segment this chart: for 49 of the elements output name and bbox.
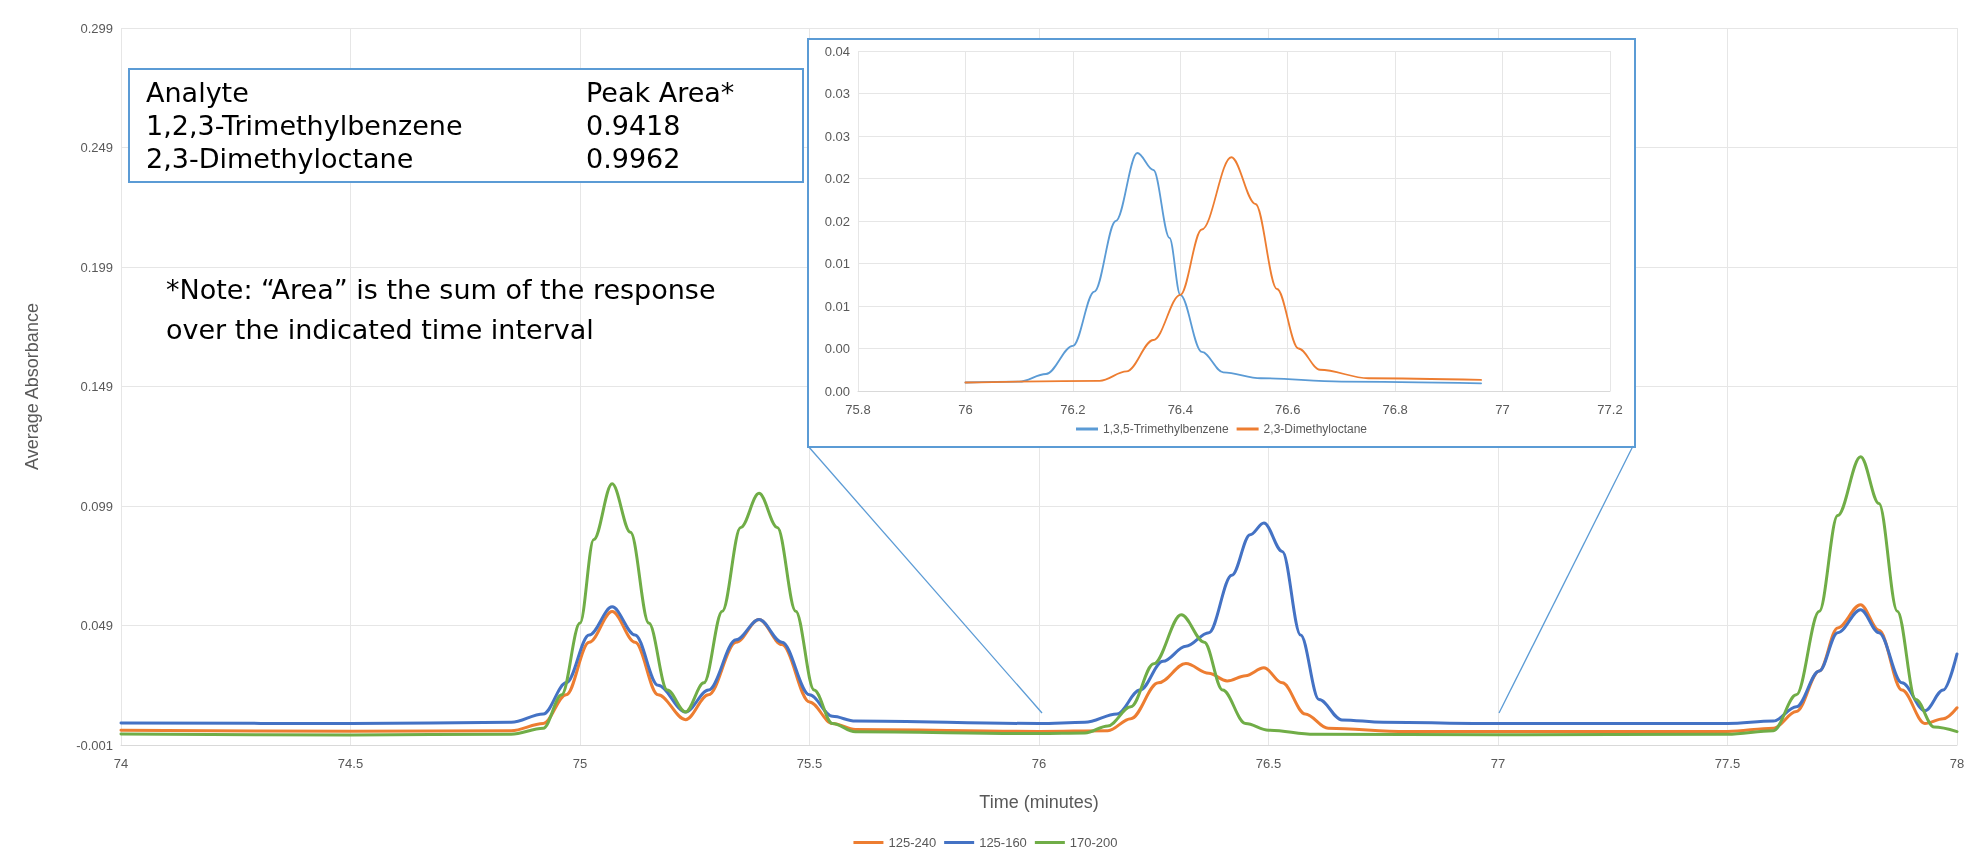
y-tick-label: 0.099 [80,498,113,514]
annotation: 2,3-Dimethyloctane [146,142,415,175]
x-tick-label: 77 [1495,402,1510,417]
legend-label: 125-160 [979,835,1027,850]
annotation: *Note: “Area” is the sum of the response over the indicated time interval [166,273,717,347]
line-series [119,521,1959,725]
x-tick-label: 76.6 [1275,402,1301,417]
y-tick-label: 0.00 [824,383,850,399]
x-tick-label: 76.2 [1060,402,1086,417]
x-tick-label: 76.8 [1382,402,1408,417]
x-tick-label: 76 [958,402,973,417]
legend-label: 2,3-Dimethyloctane [1263,422,1368,436]
y-tick-label: 0.249 [80,140,113,155]
y-tick-label: 0.00 [824,341,850,356]
annotation: Peak Area* [586,76,736,109]
annotation: Analyte [146,76,250,109]
x-tick-label: 76 [1031,756,1047,771]
legend-label: 1,3,5-Trimethylbenzene [1103,422,1229,436]
y-tick-label: 0.299 [80,20,113,36]
y-tick-label: -0.001 [76,737,113,753]
annotation: 0.9962 [586,142,682,175]
y-tick-label: 0.02 [824,213,850,229]
x-tick-label: 74.5 [337,756,364,771]
x-tick-label: 75 [572,756,588,771]
x-axis-title: Time (minutes) [979,792,1099,812]
x-tick-label: 76.4 [1167,402,1193,417]
y-tick-label: 0.049 [80,618,113,633]
y-tick-label: 0.01 [824,298,850,314]
y-tick-label: 0.199 [80,259,113,275]
x-tick-label: 78 [1949,756,1965,771]
x-tick-label: 77.5 [1714,756,1741,771]
legend-label: 125-240 [888,835,937,850]
y-tick-label: 0.02 [824,171,850,186]
legend-label: 170-200 [1069,835,1118,850]
line-series [119,455,1959,737]
x-tick-label: 77.2 [1597,402,1623,417]
annotation: 0.9418 [586,109,682,142]
x-tick-label: 75.8 [845,402,871,417]
y-axis-title: Average Absorbance [22,303,42,470]
x-tick-label: 76.5 [1255,756,1282,771]
x-tick-label: 75.5 [796,756,823,771]
y-tick-label: 0.01 [824,256,850,271]
y-tick-label: 0.149 [80,379,113,394]
y-tick-label: 0.04 [824,43,850,59]
annotation: 1,2,3-Trimethylbenzene [146,109,464,142]
y-tick-label: 0.03 [824,86,850,101]
y-tick-label: 0.03 [824,128,850,144]
x-tick-label: 74 [113,756,129,771]
x-tick-label: 77 [1490,756,1506,771]
